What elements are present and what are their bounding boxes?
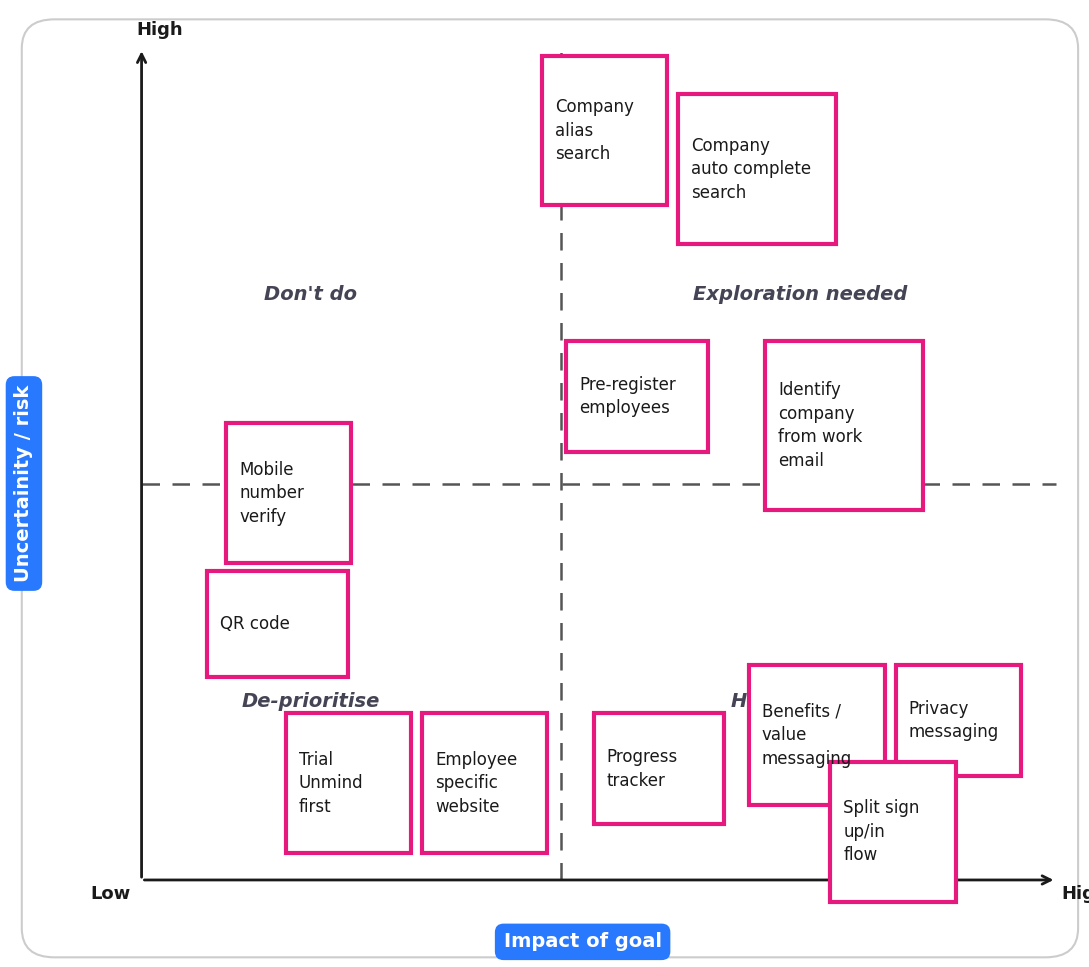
FancyBboxPatch shape (764, 341, 923, 510)
Text: High: High (1062, 885, 1089, 903)
Text: Employee
specific
website: Employee specific website (436, 750, 517, 816)
Text: QR code: QR code (220, 615, 290, 632)
FancyBboxPatch shape (566, 341, 708, 452)
Text: Don't do: Don't do (264, 285, 357, 305)
FancyBboxPatch shape (227, 424, 351, 563)
Text: De-prioritise: De-prioritise (241, 691, 380, 711)
FancyBboxPatch shape (207, 571, 348, 677)
FancyBboxPatch shape (895, 665, 1021, 776)
FancyBboxPatch shape (423, 714, 548, 853)
Text: Company
alias
search: Company alias search (554, 98, 634, 163)
Text: Benefits /
value
messaging: Benefits / value messaging (762, 702, 852, 768)
Text: Exploration needed: Exploration needed (694, 285, 907, 305)
Text: Progress
tracker: Progress tracker (607, 747, 677, 790)
FancyBboxPatch shape (677, 94, 836, 244)
FancyBboxPatch shape (285, 714, 412, 853)
Text: Company
auto complete
search: Company auto complete search (690, 136, 811, 202)
FancyBboxPatch shape (594, 714, 724, 824)
Text: High: High (136, 20, 183, 39)
Text: High priority: High priority (731, 691, 870, 711)
Text: Mobile
number
verify: Mobile number verify (240, 460, 304, 526)
FancyBboxPatch shape (749, 665, 884, 805)
FancyBboxPatch shape (22, 19, 1078, 957)
FancyBboxPatch shape (542, 55, 666, 206)
Text: Uncertainity / risk: Uncertainity / risk (14, 385, 34, 582)
Text: Trial
Unmind
first: Trial Unmind first (298, 750, 364, 816)
Text: Identify
company
from work
email: Identify company from work email (778, 381, 862, 470)
Text: Pre-register
employees: Pre-register employees (579, 375, 676, 418)
Text: Split sign
up/in
flow: Split sign up/in flow (843, 799, 920, 864)
Text: Low: Low (90, 885, 131, 903)
Text: Impact of goal: Impact of goal (503, 932, 662, 952)
Text: Privacy
messaging: Privacy messaging (908, 699, 999, 742)
FancyBboxPatch shape (830, 762, 956, 901)
